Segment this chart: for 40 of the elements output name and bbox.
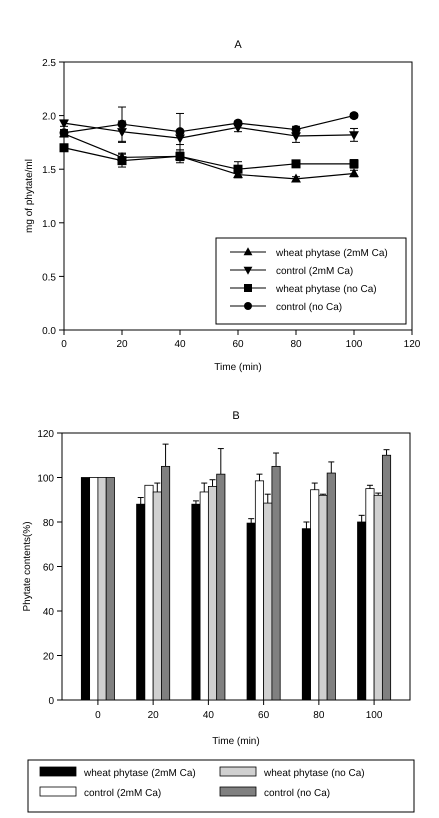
x-tick-label: 60 <box>258 710 270 721</box>
legend-label: control (2mM Ca) <box>84 788 162 799</box>
x-tick-label: 100 <box>366 710 383 721</box>
y-tick-label: 80 <box>42 518 54 529</box>
legend-label: wheat phytase (no Ca) <box>263 768 365 779</box>
x-tick-label: 120 <box>404 339 421 350</box>
x-axis-title: Time (min) <box>214 362 262 373</box>
x-tick-label: 80 <box>290 339 302 350</box>
y-tick-label: 20 <box>42 652 54 662</box>
x-tick-label: 60 <box>232 339 244 350</box>
y-tick-label: 120 <box>37 429 54 440</box>
y-tick-label: 100 <box>37 474 54 484</box>
y-tick-label: 2.0 <box>42 112 56 123</box>
legend-label: wheat phytase (2mM Ca) <box>83 768 196 779</box>
legend-label: wheat phytase (no Ca) <box>275 284 377 295</box>
x-axis-title: Time (min) <box>212 736 260 747</box>
x-tick-label: 40 <box>174 339 186 350</box>
x-tick-label: 0 <box>61 339 68 350</box>
legend-label: wheat phytase (2mM Ca) <box>275 248 388 259</box>
x-tick-label: 20 <box>116 339 128 350</box>
legend-label: control (no Ca) <box>264 788 330 799</box>
y-tick-label: 0.5 <box>42 272 56 284</box>
y-axis-title: Phytate contents(%) <box>22 521 33 612</box>
y-tick-label: 60 <box>42 562 54 574</box>
y-tick-label: 1.0 <box>42 218 56 230</box>
y-tick-label: 1.5 <box>42 165 56 176</box>
x-tick-label: 80 <box>313 710 325 721</box>
y-tick-label: 0 <box>48 696 54 707</box>
x-tick-label: 0 <box>95 710 102 721</box>
x-tick-label: 20 <box>148 710 160 721</box>
y-tick-label: 0.0 <box>42 326 56 337</box>
legend-label: control (no Ca) <box>276 302 342 313</box>
y-tick-label: 2.5 <box>42 58 56 69</box>
chart-title: A <box>234 39 242 51</box>
chart-title: B <box>232 410 240 422</box>
y-axis-title: mg of phytate/ml <box>24 159 35 233</box>
x-tick-label: 100 <box>346 339 363 350</box>
y-tick-label: 40 <box>42 607 54 618</box>
x-tick-label: 40 <box>202 710 214 721</box>
legend-label: control (2mM Ca) <box>276 266 354 277</box>
